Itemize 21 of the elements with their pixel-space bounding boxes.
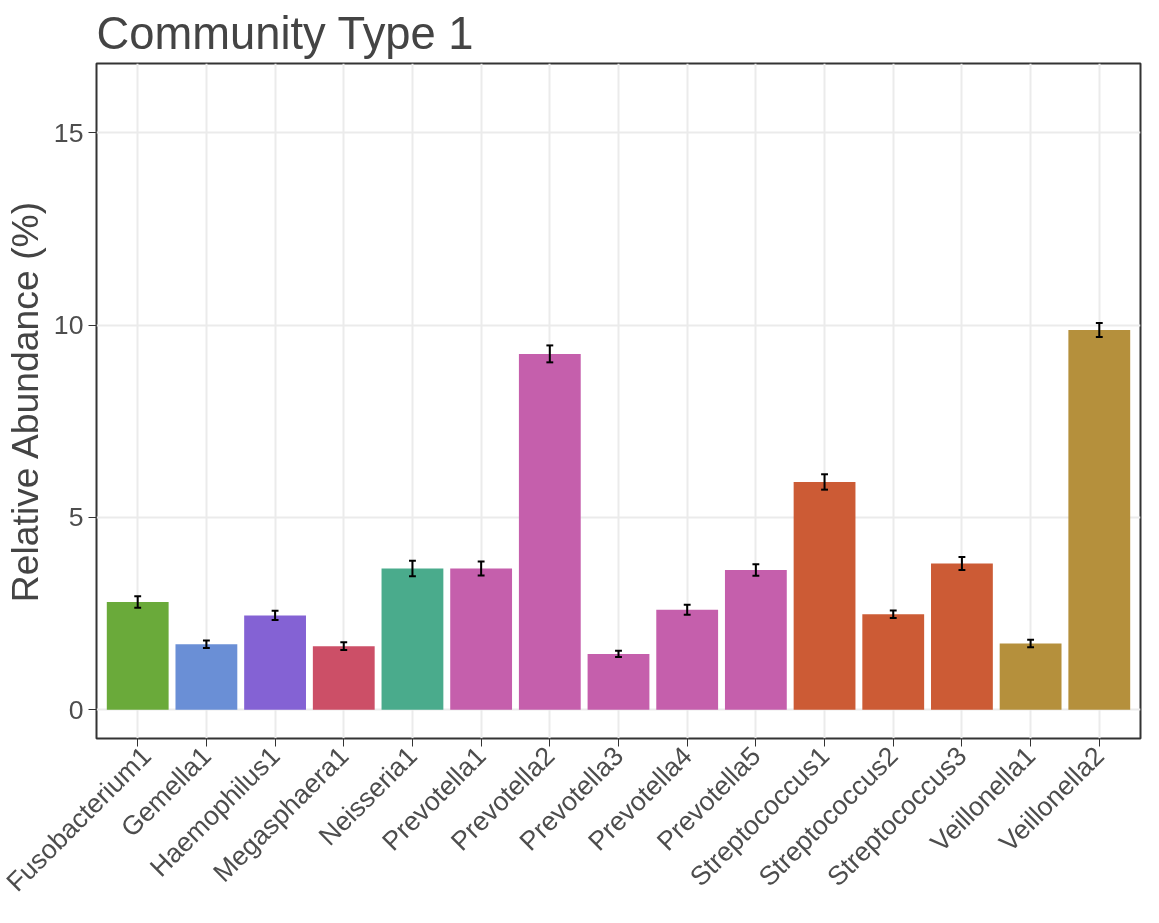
bar	[244, 615, 306, 710]
bar	[175, 644, 238, 710]
chart-title: Community Type 1	[96, 7, 474, 59]
bar	[312, 646, 375, 710]
bar	[518, 353, 581, 710]
y-tick-label: 10	[53, 310, 84, 341]
bar	[931, 563, 993, 710]
bar	[793, 481, 856, 710]
bar	[862, 614, 925, 710]
y-tick-label: 5	[68, 502, 84, 533]
bar	[587, 653, 650, 710]
y-axis-title: Relative Abundance (%)	[3, 201, 46, 603]
bar	[1068, 330, 1131, 710]
y-tick-label: 15	[53, 117, 84, 148]
bar	[656, 609, 719, 710]
y-tick-label: 0	[68, 694, 84, 725]
bar	[999, 643, 1062, 710]
bar	[381, 568, 444, 710]
bar	[724, 570, 787, 710]
bar	[450, 568, 513, 710]
bar	[106, 601, 169, 710]
